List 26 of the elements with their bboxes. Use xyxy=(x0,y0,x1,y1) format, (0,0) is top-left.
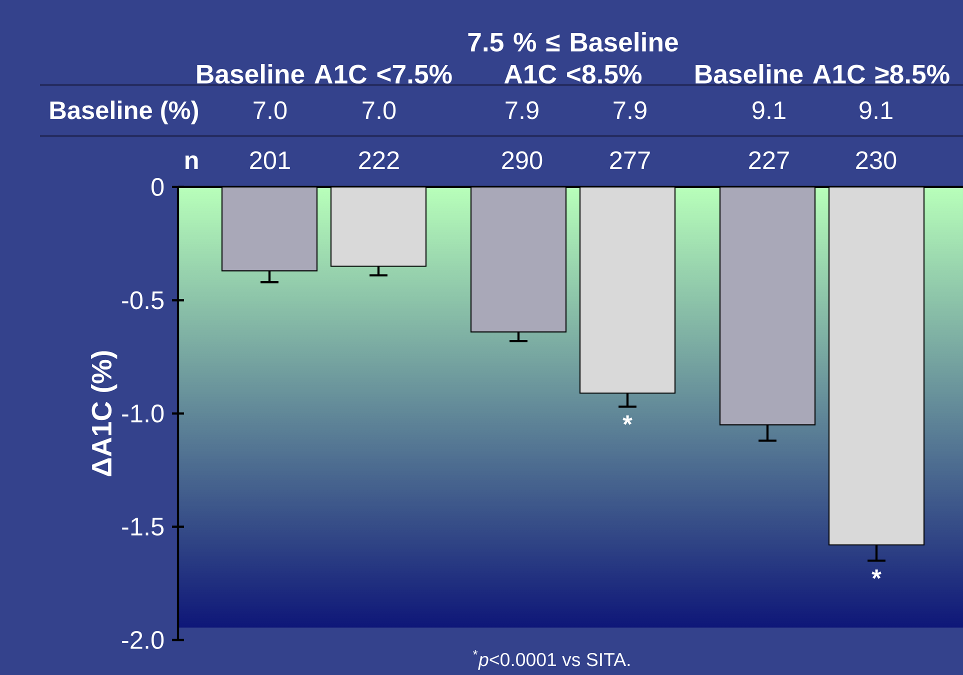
text: 9.1 xyxy=(752,101,786,120)
text: 7.0 xyxy=(362,101,396,120)
text: 230 xyxy=(856,151,896,170)
text: 7.0 xyxy=(254,101,287,120)
text: 7.9 xyxy=(614,101,646,120)
x-tick-label: Baseline A1C ≥8.5% xyxy=(696,64,950,84)
text: 201 xyxy=(250,151,290,170)
y-axis-title: ΔA1C (%) xyxy=(91,351,118,476)
annotation: * xyxy=(622,415,632,425)
y-tick-label: 0 xyxy=(152,178,164,196)
annotation: * xyxy=(872,569,882,579)
text: 7.9 xyxy=(506,101,538,120)
text: Baseline (%) xyxy=(50,100,198,124)
text: $^{*}$p<0.0001 vs SITA. xyxy=(472,650,630,670)
text: 9.1 xyxy=(860,101,892,120)
text: 290 xyxy=(502,151,542,170)
text: 222 xyxy=(359,151,399,169)
text: n xyxy=(185,155,198,169)
text: 227 xyxy=(749,151,789,169)
y-tick-label: -0.5 xyxy=(122,291,164,310)
x-tick-label: Baseline A1C <7.5% xyxy=(197,64,452,84)
y-tick-label: -2.0 xyxy=(122,631,164,649)
y-tick-label: -1.5 xyxy=(122,518,164,536)
x-tick-label: 7.5 % ≤ Baseline A1C <8.5% xyxy=(468,32,678,84)
text: 277 xyxy=(610,151,650,169)
y-tick-label: -1.0 xyxy=(122,404,164,422)
